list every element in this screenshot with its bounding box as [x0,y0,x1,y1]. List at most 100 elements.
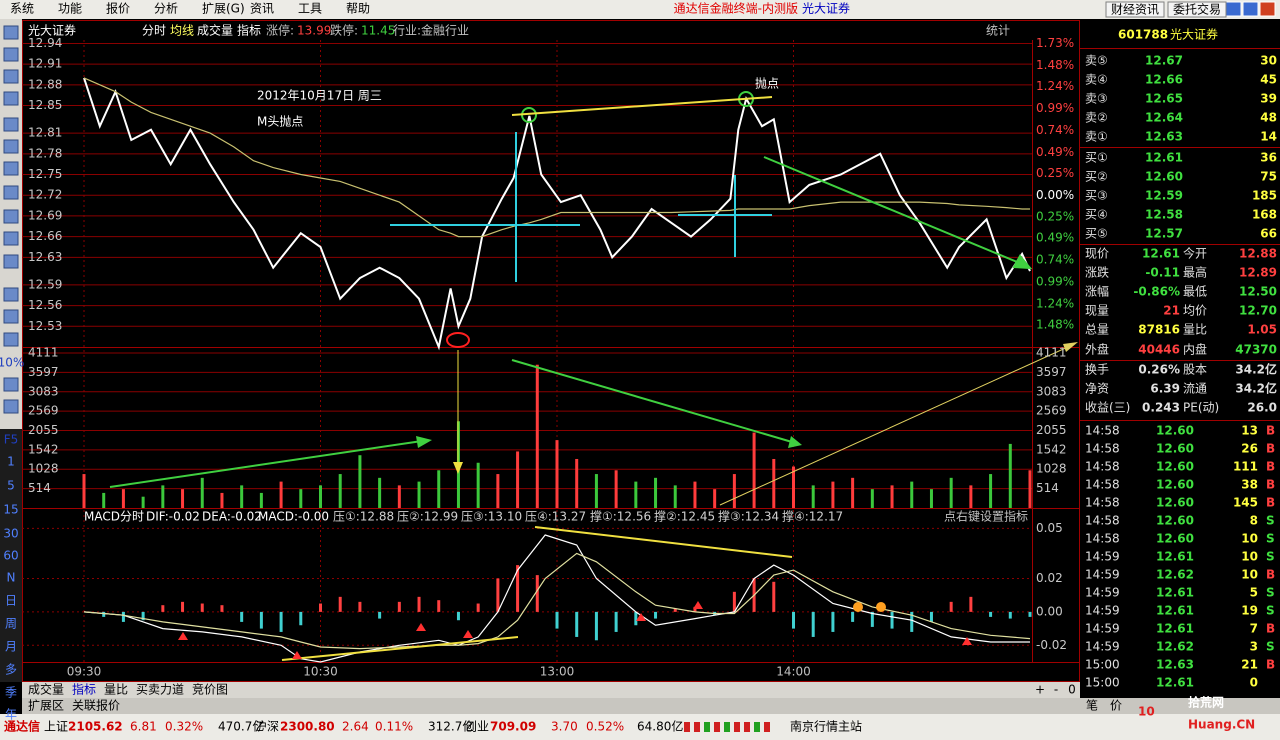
tick-time: 14:58 [1085,478,1120,492]
watermark: Huang.CN [1188,718,1255,732]
bottom-tab[interactable]: 量比 [104,683,128,697]
period-button[interactable]: N [7,571,16,585]
tick-price: 12.63 [1156,658,1194,672]
tick-time: 14:59 [1085,550,1120,564]
right-tab[interactable]: 价 [1110,699,1122,713]
tick-price: 12.62 [1156,640,1194,654]
menu-item[interactable]: 工具 [298,2,322,16]
zoom-button[interactable]: 0 [1068,683,1076,697]
menu-item[interactable]: 扩展(G) [202,2,245,16]
top-button-label[interactable]: 委托交易 [1173,2,1221,17]
chart-option[interactable]: 均线 [170,24,194,38]
window-controls[interactable] [1225,1,1276,17]
book-volume: 30 [1260,54,1277,68]
period-button[interactable]: 月 [5,640,17,654]
macd-bar [792,611,795,629]
period-button[interactable]: 多 [5,663,17,677]
macd-bar [456,611,460,621]
stat-value: -0.11 [1145,266,1180,280]
book-volume: 36 [1260,151,1277,165]
zoom-button[interactable]: + [1035,683,1045,697]
book-volume: 39 [1260,92,1277,106]
y-tick-label: 12.75 [28,167,62,181]
bottom-tab[interactable]: 竞价图 [192,683,228,697]
y-tick-label: 12.69 [28,208,62,222]
top-button[interactable] [1105,1,1165,18]
period-button[interactable]: 日 [5,594,17,608]
volume-bar [949,477,953,508]
zoom-button[interactable]: - [1054,683,1058,697]
stat-label: 现量 [1085,304,1109,318]
sub-tab[interactable]: 关联报价 [72,698,120,713]
bottom-tab[interactable]: 指标 [72,682,96,697]
menu-item[interactable]: 分析 [154,2,178,16]
y-tick-label: 4111 [28,345,59,359]
macd-bar [989,611,993,617]
stat-value: 1.05 [1247,323,1277,337]
book-label: 买⑤ [1085,227,1108,241]
menu-item[interactable]: 报价 [106,1,130,16]
volume-bar [634,481,638,508]
y-tick-label: 514 [1036,481,1059,495]
right-tab[interactable]: 笔 [1086,698,1098,713]
server-name: 南京行情主站 [790,719,862,734]
period-button[interactable]: 15 [3,503,18,517]
index-quote: 2.64 [342,720,369,734]
status-brand: 通达信 [4,719,40,734]
volume-bar [929,489,933,508]
tick-side: B [1266,496,1275,510]
period-button[interactable]: 5 [7,479,15,493]
period-button[interactable]: F5 [4,433,19,447]
tick-volume: 0 [1250,676,1258,690]
chart-option[interactable]: 分时 [142,24,166,38]
period-button[interactable]: 季 [5,686,17,700]
top-button[interactable] [1167,1,1227,18]
macd-bar [969,596,973,612]
period-button[interactable]: 30 [3,527,18,541]
stat-label: 股本 [1183,363,1207,377]
menu-item[interactable]: 资讯 [250,2,274,16]
tick-side: B [1266,424,1275,438]
sub-tab[interactable]: 扩展区 [28,699,64,713]
top-button-label[interactable]: 财经资讯 [1111,3,1159,17]
period-button[interactable]: 年 [5,708,17,722]
book-volume: 168 [1252,208,1277,222]
period-button[interactable]: 1 [7,455,15,469]
tick-price: 12.60 [1156,496,1194,510]
y2-tick-label: 1.48% [1036,58,1074,72]
limit-down: 11.45 [361,24,395,38]
tick-side: S [1266,532,1275,546]
stock-name: 光大证券 [28,23,76,38]
menu-item[interactable]: 帮助 [346,2,370,16]
chart-option[interactable]: 指标 [237,23,261,38]
volume-bar [772,458,776,508]
indicator-value: 压①:12.88 [333,510,394,524]
period-button[interactable]: 10% [0,356,24,370]
book-label: 卖③ [1085,92,1108,106]
period-button[interactable]: 60 [3,549,18,563]
stats-button[interactable]: 统计 [986,24,1010,38]
tick-side: B [1266,460,1275,474]
watermark: 10 [1138,705,1155,719]
book-price: 12.58 [1145,208,1183,222]
menu-item[interactable]: 系统 [10,2,34,16]
y-tick-label: -0.02 [1036,638,1067,652]
y-tick-label: 12.91 [28,57,62,71]
macd-bar [417,596,421,612]
book-price: 12.57 [1145,227,1183,241]
bottom-tab[interactable]: 买卖力道 [136,683,184,697]
macd-bar [437,600,441,612]
indicator-value: 压④:13.27 [525,510,586,524]
index-quote: 64.80亿 [637,719,683,734]
period-button[interactable]: 周 [5,617,17,631]
tick-volume: 10 [1241,550,1258,564]
macd-bar [141,611,145,621]
volume-bar [161,485,165,508]
macd-bar [772,581,776,612]
macd-bar [732,591,736,612]
bottom-tab[interactable]: 成交量 [28,682,64,697]
stat-label: 今开 [1183,246,1207,261]
menu-item[interactable]: 功能 [58,2,82,16]
volume-bar [654,477,658,508]
chart-option[interactable]: 成交量 [197,23,233,38]
